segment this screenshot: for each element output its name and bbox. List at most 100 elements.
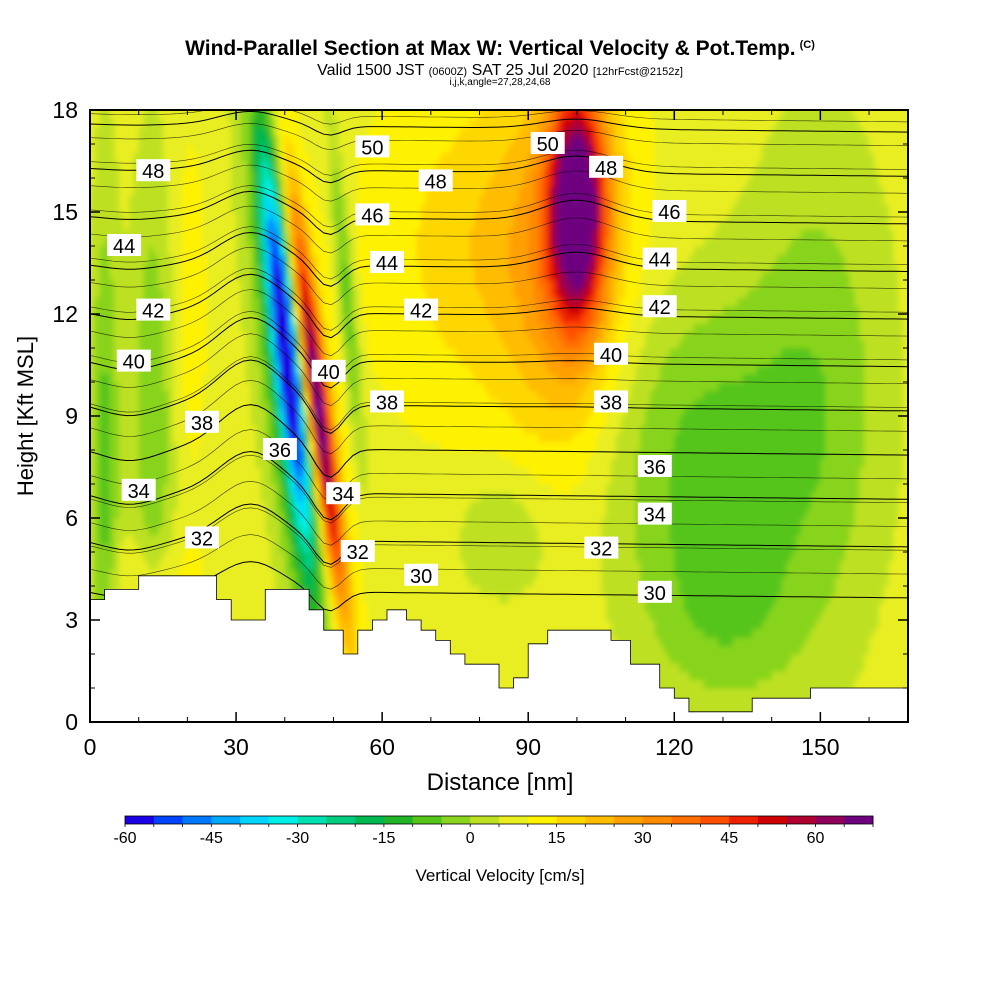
field-cell (406, 603, 412, 613)
field-cell (406, 492, 412, 502)
field-cell (411, 501, 417, 511)
field-cell (124, 178, 130, 188)
field-cell (284, 552, 291, 562)
field-cell (153, 246, 159, 256)
field-cell (328, 475, 335, 485)
field-cell (226, 424, 232, 434)
field-cell (348, 271, 354, 281)
field-cell (163, 254, 169, 264)
field-cell (372, 331, 378, 341)
field-cell (172, 178, 179, 188)
field-cell (226, 348, 232, 358)
field-cell (172, 331, 179, 341)
field-cell (250, 356, 257, 366)
field-cell (382, 339, 388, 349)
field-cell (124, 399, 130, 409)
field-cell (323, 611, 330, 621)
title-mark: (C) (799, 39, 815, 51)
field-cell (94, 348, 101, 358)
field-cell (231, 467, 237, 477)
field-cell (206, 322, 213, 332)
field-cell (124, 220, 130, 230)
field-cell (304, 152, 310, 162)
field-cell (382, 288, 388, 298)
field-cell (231, 127, 237, 137)
field-cell (304, 203, 310, 213)
field-cell (348, 152, 354, 162)
field-cell (133, 220, 140, 230)
field-cell (362, 127, 369, 137)
field-cell (318, 212, 325, 222)
field-cell (240, 305, 247, 315)
field-cell (148, 254, 154, 264)
field-cell (172, 441, 179, 451)
field-cell (206, 118, 213, 128)
field-cell (352, 577, 359, 587)
field-cell (245, 518, 252, 528)
field-cell (163, 178, 169, 188)
field-cell (119, 322, 125, 332)
field-cell (323, 560, 330, 570)
field-cell (138, 399, 145, 409)
field-cell (216, 458, 223, 468)
field-cell (104, 433, 111, 443)
field-cell (148, 186, 154, 196)
field-cell (99, 203, 106, 213)
field-cell (348, 475, 354, 485)
field-cell (265, 271, 271, 281)
field-cell (153, 212, 159, 222)
field-cell (177, 237, 184, 247)
field-cell (226, 399, 232, 409)
field-cell (133, 127, 140, 137)
field-cell (231, 577, 237, 587)
field-cell (406, 280, 412, 290)
field-cell (314, 433, 320, 443)
field-cell (197, 305, 203, 315)
field-cell (338, 586, 344, 596)
field-cell (231, 509, 237, 519)
field-cell (294, 424, 300, 434)
field-cell (338, 594, 344, 604)
field-cell (396, 433, 403, 443)
field-cell (387, 212, 393, 222)
field-cell (367, 229, 373, 239)
field-cell (119, 577, 125, 587)
field-cell (167, 331, 174, 341)
field-cell (167, 110, 174, 120)
field-cell (143, 118, 150, 128)
field-cell (143, 373, 150, 383)
field-cell (172, 450, 179, 460)
field-cell (240, 237, 247, 247)
field-cell (299, 552, 305, 562)
field-cell (250, 288, 257, 298)
field-cell (240, 365, 247, 375)
field-cell (236, 220, 242, 230)
field-cell (401, 339, 408, 349)
field-cell (314, 144, 320, 154)
field-cell (167, 271, 174, 281)
field-cell (221, 509, 227, 519)
field-cell (333, 288, 339, 298)
field-cell (255, 577, 261, 587)
field-cell (197, 220, 203, 230)
field-cell (216, 348, 223, 358)
field-cell (343, 407, 349, 417)
field-cell (411, 543, 417, 553)
field-cell (391, 118, 398, 128)
field-cell (99, 484, 106, 494)
field-cell (275, 501, 281, 511)
field-cell (216, 110, 223, 120)
field-cell (294, 501, 300, 511)
field-cell (216, 382, 223, 392)
field-cell (391, 135, 398, 145)
field-cell (153, 424, 159, 434)
field-cell (279, 458, 286, 468)
field-cell (133, 118, 140, 128)
field-cell (104, 322, 111, 332)
field-cell (104, 144, 111, 154)
field-cell (396, 152, 403, 162)
field-cell (109, 526, 115, 536)
field-cell (109, 263, 115, 273)
field-cell (148, 450, 154, 460)
field-cell (177, 450, 184, 460)
